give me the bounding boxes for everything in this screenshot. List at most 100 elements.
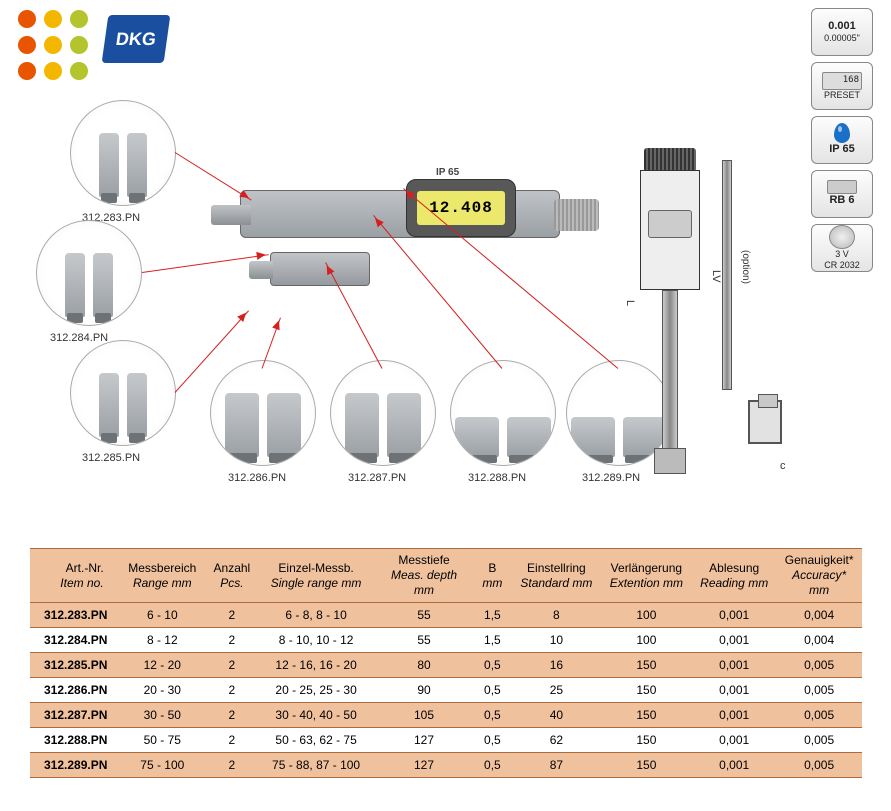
cell-value: 6 - 10 [118,603,207,628]
cell-value: 0,005 [776,753,862,778]
td-setting-ring [748,400,782,444]
table-header: AnzahlPcs. [207,549,257,603]
cell-value: 127 [375,728,472,753]
preset-label: PRESET [824,90,860,101]
cell-value: 150 [601,653,692,678]
cell-value: 0,001 [692,653,776,678]
header-en: Extention mm [607,576,686,591]
logo-dot [44,10,62,28]
cell-value: 0,005 [776,703,862,728]
cell-value: 150 [601,728,692,753]
cell-item-no: 312.287.PN [30,703,118,728]
cell-value: 2 [207,753,257,778]
cell-value: 30 - 50 [118,703,207,728]
cell-value: 50 - 75 [118,728,207,753]
table-header: Bmm [473,549,512,603]
td-ext-label: (option) [740,250,751,284]
head-closeup [70,100,176,206]
table-row: 312.288.PN50 - 75250 - 63, 62 - 751270,5… [30,728,862,753]
cell-value: 0,5 [473,728,512,753]
spec-table-wrap: Art.-Nr.Item no.MessbereichRange mmAnzah… [30,548,862,778]
cell-value: 0,001 [692,628,776,653]
cell-value: 105 [375,703,472,728]
probe-head [93,253,113,317]
batt-l1: 3 V [835,249,849,260]
battery-icon [829,225,855,249]
cell-value: 12 - 16, 16 - 20 [257,653,376,678]
figure-area: DKG 0.001 0.00005" 168 PRESET IP 65 RB 6… [0,0,891,540]
probe-head [507,417,551,457]
spec-res-l1: 0.001 [828,20,856,33]
logo-dot [18,36,36,54]
cell-value: 16 [512,653,601,678]
probe-head [99,133,119,197]
header-en: mm [479,576,506,591]
technical-drawing: (option) L LV c [620,140,790,510]
table-header: VerlängerungExtention mm [601,549,692,603]
table-header: AblesungReading mm [692,549,776,603]
spec-battery: 3 V CR 2032 [811,224,873,272]
head-label: 312.285.PN [82,452,140,464]
waterdrop-icon [834,123,850,143]
header-de: Anzahl [213,561,251,576]
table-row: 312.287.PN30 - 50230 - 40, 40 - 501050,5… [30,703,862,728]
head-closeup [210,360,316,466]
logo-dot [44,62,62,80]
cell-value: 100 [601,628,692,653]
logo-dot [18,10,36,28]
table-row: 312.285.PN12 - 20212 - 16, 16 - 20800,51… [30,653,862,678]
cell-value: 0,005 [776,653,862,678]
table-header: Art.-Nr.Item no. [30,549,118,603]
probe-pair [225,393,301,457]
cell-value: 1,5 [473,603,512,628]
probe-pair [345,393,421,457]
spec-column: 0.001 0.00005" 168 PRESET IP 65 RB 6 3 V… [811,8,873,272]
td-dim-LV: LV [710,270,722,283]
cell-value: 2 [207,603,257,628]
logo-dot [18,62,36,80]
spec-ip: IP 65 [811,116,873,164]
cell-item-no: 312.286.PN [30,678,118,703]
dkg-logo: DKG [102,15,171,63]
cell-value: 55 [375,628,472,653]
spec-table-body: 312.283.PN6 - 1026 - 8, 8 - 10551,581000… [30,603,862,778]
batt-l2: CR 2032 [824,260,860,271]
pointer-arrow [175,152,252,201]
cell-value: 0,001 [692,753,776,778]
probe-head [455,417,499,457]
header-en: Single range mm [263,576,370,591]
head-closeup [70,340,176,446]
main-ip-label: IP 65 [436,167,459,178]
cell-value: 2 [207,628,257,653]
cell-item-no: 312.289.PN [30,753,118,778]
cell-value: 100 [601,603,692,628]
header-de: Verlängerung [607,561,686,576]
table-header: MessbereichRange mm [118,549,207,603]
head-label: 312.284.PN [50,332,108,344]
header-de: Genauigkeit* [782,553,856,568]
preset-lcd-val: 168 [843,75,859,86]
td-extension [722,160,732,390]
cell-value: 75 - 88, 87 - 100 [257,753,376,778]
td-dim-L: L [624,300,636,306]
table-row: 312.283.PN6 - 1026 - 8, 8 - 10551,581000… [30,603,862,628]
main-probe [211,205,251,225]
cell-value: 50 - 63, 62 - 75 [257,728,376,753]
main-tool: IP 65 12.408 [240,190,560,238]
header-en: Standard mm [518,576,595,591]
cell-value: 62 [512,728,601,753]
header-de: B [479,561,506,576]
probe-head [267,393,301,457]
cell-value: 6 - 8, 8 - 10 [257,603,376,628]
cell-item-no: 312.283.PN [30,603,118,628]
probe-pair [455,417,551,457]
table-header: Genauigkeit*Accuracy* mm [776,549,862,603]
spec-table-head: Art.-Nr.Item no.MessbereichRange mmAnzah… [30,549,862,603]
cell-value: 2 [207,728,257,753]
logo-dot [70,36,88,54]
cell-value: 0,5 [473,653,512,678]
head-label: 312.288.PN [468,472,526,484]
spec-preset: 168 PRESET [811,62,873,110]
td-shaft [662,290,678,450]
header-en: Meas. depth mm [381,568,466,598]
